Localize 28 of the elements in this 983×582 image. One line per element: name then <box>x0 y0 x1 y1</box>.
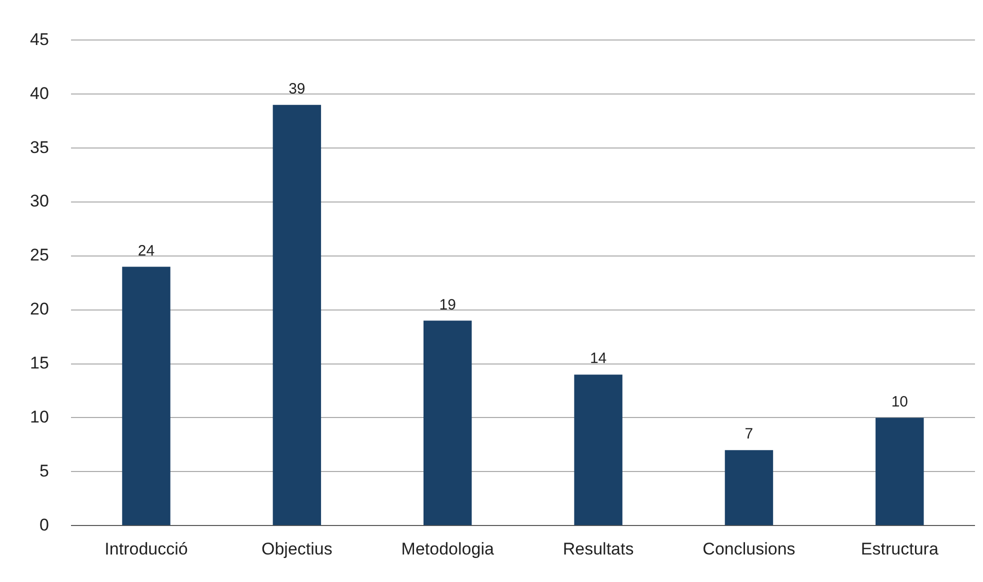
data-label: 24 <box>138 242 155 260</box>
y-tick-label: 0 <box>39 515 49 534</box>
data-label: 39 <box>288 80 306 98</box>
x-tick-label: Resultats <box>562 539 634 558</box>
bar <box>272 104 322 526</box>
y-tick-label: 45 <box>30 30 49 49</box>
bar <box>424 320 472 526</box>
y-tick-label: 30 <box>30 192 49 211</box>
y-tick-label: 15 <box>30 353 49 372</box>
y-tick-label: 40 <box>30 84 49 103</box>
y-tick-label: 5 <box>39 461 49 480</box>
bar <box>876 418 924 526</box>
data-label: 19 <box>439 296 456 314</box>
x-tick-label: Conclusions <box>702 539 796 558</box>
x-tick-label: Objectius <box>261 539 332 558</box>
data-label: 7 <box>744 426 754 443</box>
x-tick-label: Metodologia <box>401 539 494 558</box>
x-tick-label: Estructura <box>860 539 939 558</box>
data-label: 14 <box>590 350 607 368</box>
bar <box>122 266 170 526</box>
bar <box>574 374 622 526</box>
data-label: 10 <box>891 393 908 410</box>
x-tick-label: Introducció <box>104 539 188 558</box>
bar <box>724 450 774 526</box>
y-tick-label: 35 <box>30 138 49 157</box>
y-tick-label: 25 <box>30 246 49 265</box>
y-tick-label: 10 <box>30 407 49 426</box>
y-tick-label: 20 <box>30 300 49 319</box>
